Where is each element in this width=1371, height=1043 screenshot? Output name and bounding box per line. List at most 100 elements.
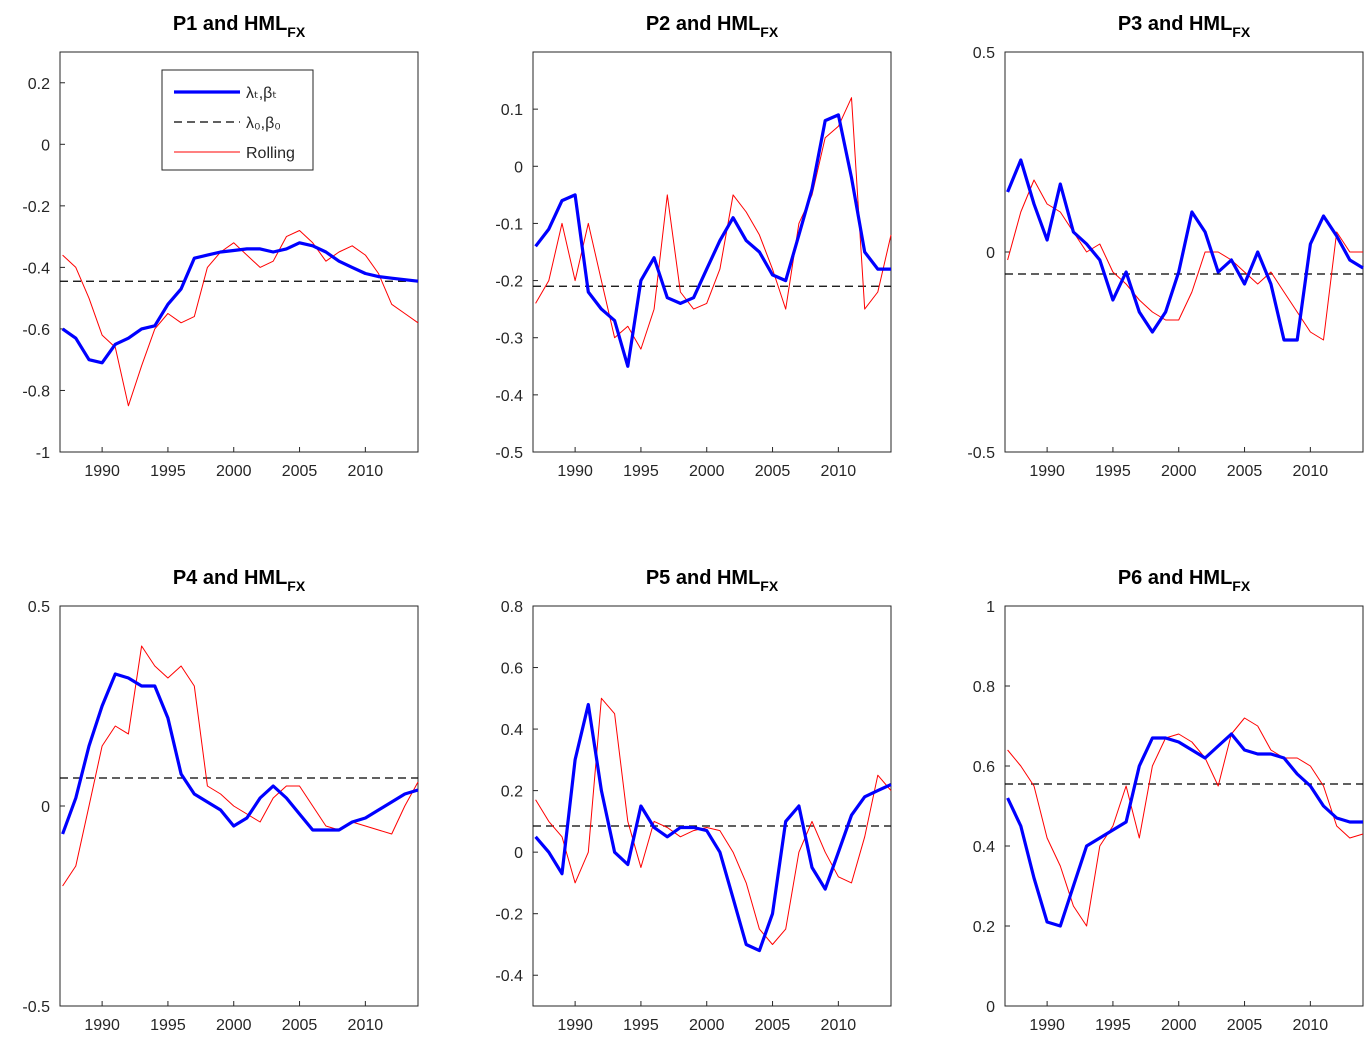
y-tick-label: 0.6 [501, 661, 523, 678]
y-tick-label: -0.4 [22, 260, 50, 277]
x-tick-label: 1990 [84, 1017, 120, 1034]
y-tick-label: 0.4 [973, 839, 995, 856]
y-tick-label: 0.4 [501, 722, 523, 739]
title-subscript: FX [287, 24, 306, 40]
x-tick-label: 2000 [216, 1017, 252, 1034]
y-tick-label: -0.3 [495, 331, 523, 348]
title-main: P5 and HML [646, 567, 760, 589]
data-line [1006, 158, 1364, 342]
title-main: P6 and HML [1118, 567, 1232, 589]
data-line [61, 241, 419, 365]
x-tick-label: 1995 [1095, 1017, 1131, 1034]
y-tick-label: 0.2 [501, 784, 523, 801]
title-subscript: FX [760, 578, 779, 594]
y-tick-label: 0.5 [28, 599, 50, 616]
chart-title: P6 and HMLFX [1118, 567, 1251, 594]
y-tick-label: -0.1 [495, 216, 523, 233]
y-tick-label: 0 [986, 245, 995, 262]
data-line [62, 645, 419, 887]
data-line [534, 113, 891, 368]
x-tick-label: 2010 [1293, 1017, 1329, 1034]
x-tick-label: 1995 [623, 1017, 659, 1034]
title-subscript: FX [287, 578, 306, 594]
y-tick-label: 0.5 [973, 45, 995, 62]
data-line [534, 702, 892, 953]
chart-title: P4 and HMLFX [173, 567, 306, 594]
subplot: P6 and HMLFX 1990 1995 2000 2005 2010 0 0.2 0.4 0… [973, 567, 1364, 1034]
y-tick-label: 0.2 [973, 919, 995, 936]
plot-area [532, 51, 892, 453]
title-main: P3 and HML [1118, 13, 1232, 35]
y-tick-label: 0 [514, 159, 523, 176]
x-tick-label: 2005 [1227, 463, 1263, 480]
x-tick-label: 2000 [689, 463, 725, 480]
y-tick-label: -0.5 [22, 999, 50, 1016]
data-line [1007, 717, 1364, 927]
y-tick-label: 0 [41, 799, 50, 816]
x-tick-label: 1995 [1095, 463, 1131, 480]
y-tick-label: -0.2 [495, 274, 523, 291]
x-tick-label: 1995 [150, 463, 186, 480]
chart-title: P3 and HMLFX [1118, 13, 1251, 40]
title-subscript: FX [760, 24, 779, 40]
x-tick-label: 2000 [216, 463, 252, 480]
data-line [535, 697, 892, 945]
plot-area [532, 605, 892, 1007]
x-tick-label: 2000 [689, 1017, 725, 1034]
x-tick-label: 2000 [1161, 463, 1197, 480]
y-tick-label: 0.8 [973, 679, 995, 696]
y-tick-label: -0.4 [495, 968, 523, 985]
x-tick-label: 2010 [348, 463, 384, 480]
x-tick-label: 2005 [1227, 1017, 1263, 1034]
subplot: P5 and HMLFX 1990 1995 2000 2005 2010 -0.4 -0.2… [495, 567, 892, 1034]
y-tick-label: 0.1 [501, 102, 523, 119]
chart-title: P5 and HMLFX [646, 567, 779, 594]
data-line [1006, 732, 1363, 928]
y-tick-label: 1 [986, 599, 995, 616]
x-tick-label: 2010 [821, 1017, 857, 1034]
legend-label: Rolling [246, 145, 295, 162]
x-tick-label: 1990 [1029, 1017, 1065, 1034]
y-tick-label: -0.2 [495, 907, 523, 924]
y-tick-label: -1 [36, 445, 50, 462]
subplot: P4 and HMLFX 1990 1995 2000 2005 2010 -0.5 0 0.5 [22, 567, 419, 1034]
y-tick-label: -0.6 [22, 322, 50, 339]
subplot: P3 and HMLFX 1990 1995 2000 2005 2010 -0.5 0 0.5 [967, 13, 1364, 480]
legend-box [161, 69, 314, 171]
x-tick-label: 1990 [557, 1017, 593, 1034]
x-tick-label: 1990 [84, 463, 120, 480]
data-line [61, 672, 419, 835]
chart-title: P1 and HMLFX [173, 13, 306, 40]
title-subscript: FX [1232, 24, 1251, 40]
title-main: P2 and HML [646, 13, 760, 35]
y-tick-label: 0.6 [973, 759, 995, 776]
x-tick-label: 1990 [557, 463, 593, 480]
title-main: P4 and HML [173, 567, 287, 589]
x-tick-label: 2005 [755, 1017, 791, 1034]
x-tick-label: 1995 [150, 1017, 186, 1034]
x-tick-label: 2000 [1161, 1017, 1197, 1034]
title-main: P1 and HML [173, 13, 287, 35]
x-tick-label: 1995 [623, 463, 659, 480]
y-tick-label: 0 [514, 845, 523, 862]
y-tick-label: -0.4 [495, 388, 523, 405]
plot-area [1004, 605, 1364, 1007]
subplot: P2 and HMLFX 1990 1995 2000 2005 2010 -0.5 -0.4… [495, 13, 892, 480]
y-tick-label: -0.8 [22, 383, 50, 400]
legend-label: λₜ,βₜ [246, 85, 277, 102]
x-tick-label: 2005 [755, 463, 791, 480]
y-tick-label: 0.2 [28, 76, 50, 93]
y-tick-label: 0 [41, 137, 50, 154]
x-tick-label: 2010 [348, 1017, 384, 1034]
y-tick-label: -0.5 [967, 445, 995, 462]
y-tick-label: -0.5 [495, 445, 523, 462]
title-subscript: FX [1232, 578, 1251, 594]
x-tick-label: 2010 [821, 463, 857, 480]
x-tick-label: 2010 [1293, 463, 1329, 480]
x-tick-label: 1990 [1029, 463, 1065, 480]
data-line [1007, 179, 1363, 341]
x-tick-label: 2005 [282, 1017, 318, 1034]
subplot: P1 and HMLFX 1990 1995 2000 2005 2010 -1 -0.8 -0… [22, 13, 419, 480]
chart-title: P2 and HMLFX [646, 13, 779, 40]
